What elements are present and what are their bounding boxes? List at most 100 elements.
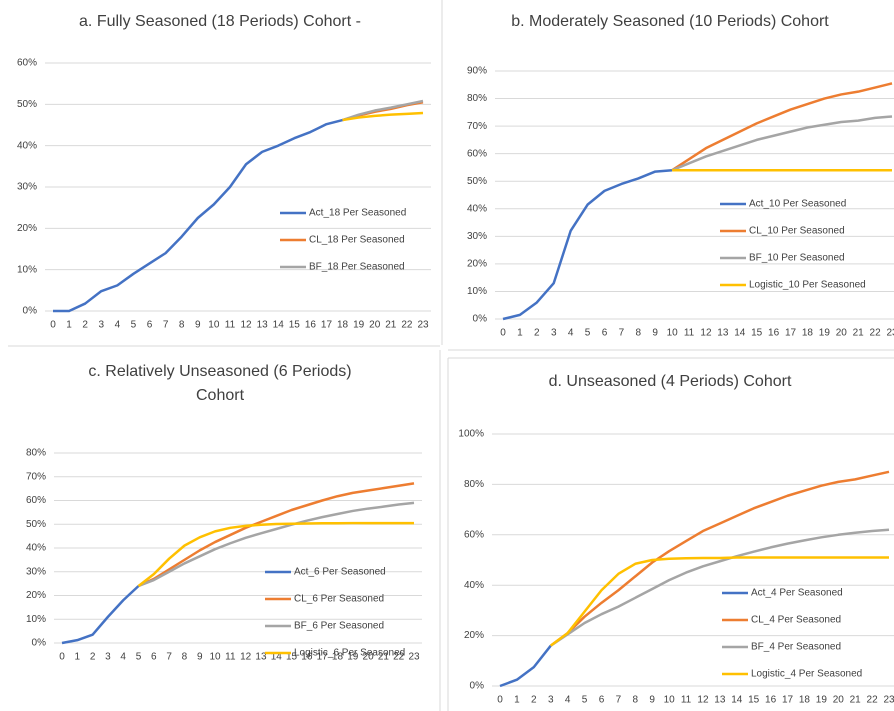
x-tick-label: 4	[120, 652, 126, 663]
x-tick-label: 19	[816, 695, 828, 706]
y-tick-label: 60%	[467, 148, 487, 159]
x-tick-label: 10	[209, 652, 221, 663]
y-tick-label: 50%	[17, 99, 37, 110]
x-tick-label: 23	[408, 652, 420, 663]
x-tick-label: 12	[697, 695, 709, 706]
legend-label: BF_4 Per Seasoned	[751, 642, 841, 653]
y-tick-label: 20%	[26, 590, 46, 601]
x-tick-label: 22	[870, 328, 882, 339]
x-tick-label: 3	[548, 695, 554, 706]
y-tick-label: 0%	[32, 638, 47, 649]
x-tick-label: 3	[98, 320, 104, 331]
x-tick-label: 11	[225, 320, 236, 331]
x-tick-label: 12	[240, 320, 252, 331]
x-tick-label: 16	[301, 652, 313, 663]
x-tick-label: 18	[802, 328, 814, 339]
y-tick-label: 0%	[470, 681, 485, 692]
legend-label: Act_6 Per Seasoned	[294, 567, 386, 578]
x-tick-label: 20	[363, 652, 375, 663]
x-tick-label: 16	[765, 695, 777, 706]
x-tick-label: 13	[714, 695, 726, 706]
series-line	[342, 99, 424, 122]
x-tick-label: 14	[271, 652, 283, 663]
x-tick-label: 13	[255, 652, 267, 663]
y-tick-label: 20%	[464, 630, 484, 641]
y-tick-label: 50%	[467, 176, 487, 187]
x-tick-label: 8	[179, 320, 185, 331]
x-tick-label: 13	[257, 320, 269, 331]
x-tick-label: 12	[240, 652, 252, 663]
x-tick-label: 6	[151, 652, 157, 663]
y-tick-label: 70%	[26, 471, 46, 482]
series-line	[53, 118, 343, 313]
y-tick-label: 90%	[467, 66, 487, 77]
x-tick-label: 23	[886, 328, 894, 339]
x-tick-label: 10	[208, 320, 220, 331]
x-tick-label: 5	[131, 320, 137, 331]
x-tick-label: 9	[195, 320, 201, 331]
x-tick-label: 2	[531, 695, 537, 706]
x-tick-label: 5	[585, 328, 591, 339]
x-tick-label: 0	[500, 328, 506, 339]
legend-label: Logistic_6 Per Seasoned	[294, 648, 405, 659]
x-tick-label: 0	[50, 320, 56, 331]
x-tick-label: 20	[369, 320, 381, 331]
y-tick-label: 0%	[23, 306, 38, 317]
series-line	[61, 585, 140, 645]
y-tick-label: 50%	[26, 519, 46, 530]
x-tick-label: 18	[337, 320, 349, 331]
y-tick-label: 100%	[458, 429, 484, 440]
series-line	[499, 644, 552, 688]
series-line	[549, 556, 889, 647]
legend-label: BF_10 Per Seasoned	[749, 253, 845, 264]
y-tick-label: 80%	[467, 93, 487, 104]
x-tick-label: 2	[534, 328, 540, 339]
series-line	[549, 470, 890, 647]
x-tick-label: 22	[867, 695, 879, 706]
x-tick-label: 7	[166, 652, 172, 663]
legend-label: CL_4 Per Seasoned	[751, 615, 841, 626]
x-tick-label: 16	[305, 320, 317, 331]
x-tick-label: 21	[850, 695, 862, 706]
y-tick-label: 10%	[26, 614, 46, 625]
x-tick-label: 18	[332, 652, 344, 663]
legend-label: Act_10 Per Seasoned	[749, 199, 846, 210]
x-tick-label: 1	[514, 695, 520, 706]
series-line	[342, 111, 424, 122]
legend-label: Logistic_10 Per Seasoned	[749, 280, 866, 291]
series-line	[502, 168, 673, 321]
y-tick-label: 30%	[26, 566, 46, 577]
y-tick-label: 20%	[17, 223, 37, 234]
x-tick-label: 20	[833, 695, 845, 706]
x-tick-label: 19	[819, 328, 831, 339]
chart-title: b. Moderately Seasoned (10 Periods) Coho…	[511, 13, 829, 30]
x-tick-label: 8	[182, 652, 188, 663]
x-tick-label: 17	[782, 695, 794, 706]
x-tick-label: 16	[768, 328, 780, 339]
legend-label: Logistic_4 Per Seasoned	[751, 669, 862, 680]
x-tick-label: 23	[883, 695, 894, 706]
x-tick-label: 6	[599, 695, 605, 706]
series-line	[138, 501, 415, 588]
x-tick-label: 1	[66, 320, 72, 331]
y-tick-label: 40%	[26, 543, 46, 554]
series-line	[671, 115, 893, 172]
x-tick-label: 10	[664, 695, 676, 706]
x-tick-label: 11	[681, 695, 692, 706]
x-tick-label: 14	[734, 328, 746, 339]
y-tick-label: 30%	[467, 231, 487, 242]
x-tick-label: 15	[289, 320, 301, 331]
y-tick-label: 40%	[467, 203, 487, 214]
legend-label: CL_6 Per Seasoned	[294, 594, 384, 605]
x-tick-label: 11	[684, 328, 695, 339]
x-tick-label: 22	[393, 652, 405, 663]
chart-title: a. Fully Seasoned (18 Periods) Cohort -	[79, 13, 361, 30]
x-tick-label: 13	[717, 328, 729, 339]
legend-label: BF_18 Per Seasoned	[309, 262, 405, 273]
chart-title: d. Unseasoned (4 Periods) Cohort	[548, 373, 792, 390]
y-tick-label: 80%	[464, 479, 484, 490]
series-line	[550, 528, 890, 647]
x-tick-label: 8	[636, 328, 642, 339]
x-tick-label: 15	[751, 328, 763, 339]
